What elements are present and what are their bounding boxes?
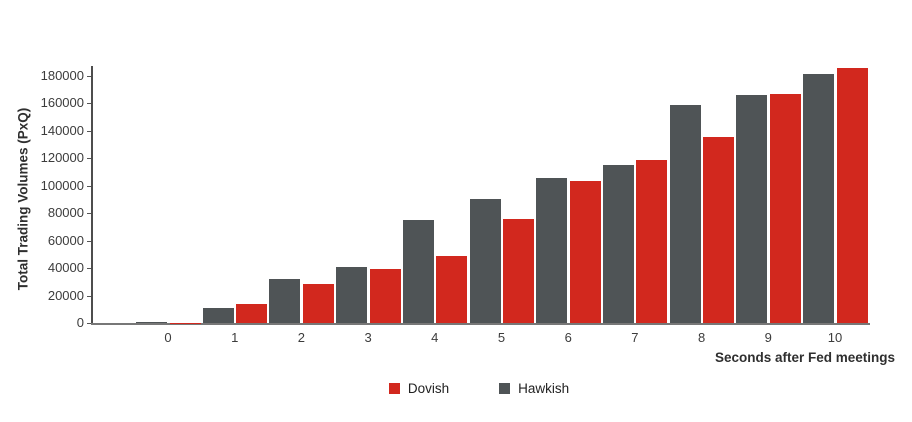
y-tick-label-140000: 140000 — [40, 122, 84, 138]
y-tick-mark — [87, 213, 91, 215]
legend-entry-hawkish: Hawkish — [499, 381, 569, 396]
bar-dovish-8 — [703, 136, 735, 323]
bar-dovish-2 — [302, 283, 334, 323]
legend-label: Hawkish — [518, 381, 570, 396]
y-axis-line — [91, 66, 93, 324]
y-tick-label-180000: 180000 — [40, 67, 84, 83]
x-tick-label-0: 0 — [164, 330, 172, 345]
bar-hawkish-0 — [136, 321, 167, 323]
bar-hawkish-8 — [669, 104, 701, 323]
legend-swatch-icon — [499, 383, 511, 394]
plot-area — [92, 62, 872, 323]
y-tick-label-40000: 40000 — [47, 260, 84, 276]
bar-hawkish-10 — [803, 74, 834, 323]
bar-dovish-5 — [503, 218, 534, 323]
bar-dovish-7 — [636, 160, 668, 323]
y-tick-label-0: 0 — [76, 315, 84, 330]
bar-hawkish-1 — [202, 307, 234, 323]
bar-dovish-1 — [236, 304, 268, 323]
bar-dovish-3 — [369, 269, 401, 323]
bar-hawkish-4 — [402, 219, 434, 323]
legend-entry-dovish: Dovish — [388, 381, 450, 396]
y-tick-label-80000: 80000 — [47, 205, 84, 221]
bar-hawkish-9 — [736, 94, 768, 323]
y-tick-mark — [87, 130, 91, 132]
y-tick-mark — [87, 268, 91, 270]
x-tick-label-8: 8 — [697, 330, 706, 345]
x-axis-title: Seconds after Fed meetings — [714, 350, 895, 365]
bar-dovish-9 — [769, 94, 801, 323]
x-tick-label-3: 3 — [364, 330, 372, 345]
y-tick-label-20000: 20000 — [47, 287, 84, 303]
y-tick-label-100000: 100000 — [40, 177, 84, 193]
bar-hawkish-5 — [469, 199, 501, 323]
x-tick-label-5: 5 — [497, 330, 506, 345]
y-tick-label-160000: 160000 — [40, 95, 84, 111]
x-axis-line — [91, 323, 870, 325]
bar-hawkish-6 — [536, 178, 568, 323]
x-tick-label-1: 1 — [231, 330, 239, 345]
y-tick-label-120000: 120000 — [40, 150, 84, 166]
y-tick-mark — [87, 240, 91, 242]
x-tick-label-9: 9 — [764, 330, 772, 345]
y-tick-label-60000: 60000 — [47, 232, 84, 248]
bar-dovish-10 — [836, 67, 868, 323]
y-tick-mark — [87, 158, 91, 160]
bar-hawkish-7 — [602, 165, 634, 323]
y-tick-mark — [87, 75, 91, 77]
x-tick-label-10: 10 — [827, 330, 843, 345]
x-tick-label-2: 2 — [297, 330, 305, 345]
x-tick-label-7: 7 — [631, 330, 639, 345]
y-tick-mark — [87, 295, 91, 297]
legend-swatch-icon — [388, 383, 400, 394]
bar-hawkish-3 — [336, 267, 368, 323]
x-tick-label-4: 4 — [431, 330, 439, 345]
bar-dovish-4 — [436, 255, 468, 323]
bar-hawkish-2 — [269, 279, 301, 323]
bar-dovish-6 — [569, 180, 601, 323]
y-tick-mark — [87, 185, 91, 187]
y-tick-mark — [87, 103, 91, 105]
legend: Dovish Hawkish — [0, 381, 912, 396]
legend-label: Dovish — [407, 381, 450, 396]
x-tick-label-6: 6 — [564, 330, 572, 345]
y-tick-mark — [87, 323, 91, 324]
